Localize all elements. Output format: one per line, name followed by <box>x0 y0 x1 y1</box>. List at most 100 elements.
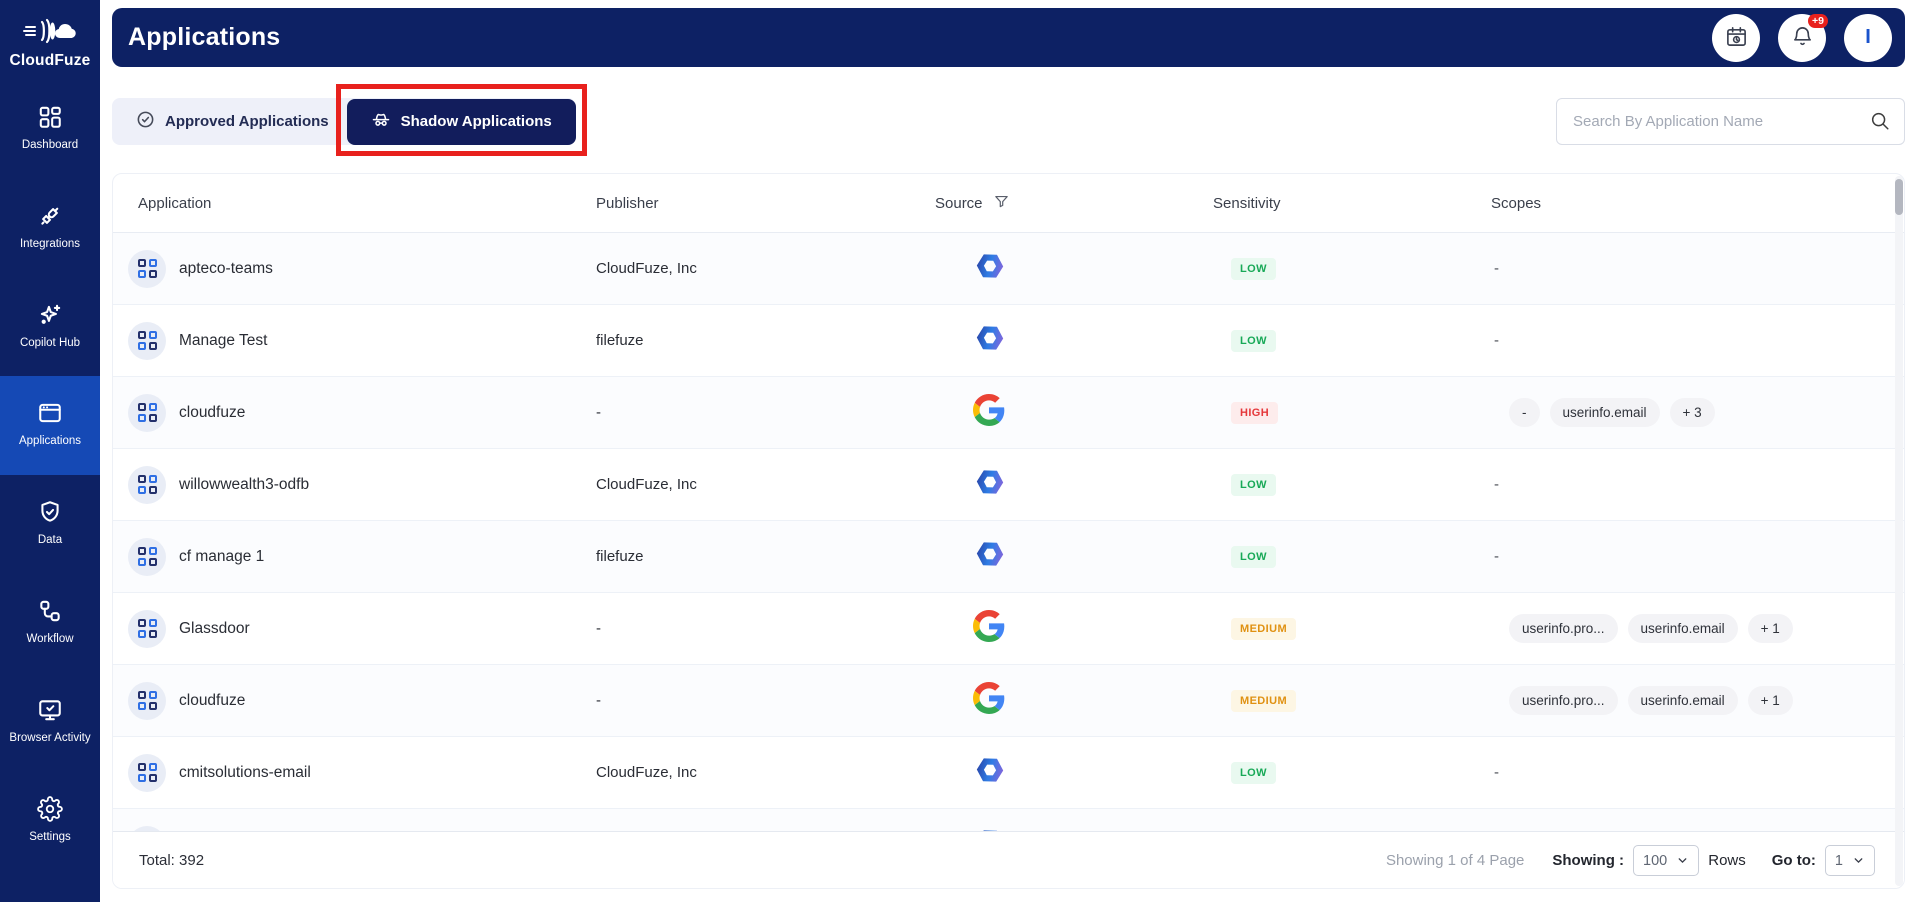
table-row[interactable]: cmitsolutions-email CloudFuze, Inc LOW - <box>113 737 1904 809</box>
tab-approved-applications[interactable]: Approved Applications <box>112 98 347 145</box>
scrollbar-thumb[interactable] <box>1895 179 1903 215</box>
application-name: cf manage 1 <box>179 547 265 565</box>
sidebar-item-browser-activity[interactable]: Browser Activity <box>0 673 100 772</box>
application-cell: willowwealth3-odfb <box>128 465 596 504</box>
table-scrollbar[interactable] <box>1895 176 1903 886</box>
table-header: Application Publisher Source Sensitivity… <box>113 174 1904 233</box>
application-cell: cloudfuze <box>128 393 596 432</box>
bell-icon <box>1791 25 1814 51</box>
application-name: cloudfuze <box>179 403 246 421</box>
calendar-button[interactable] <box>1712 13 1760 62</box>
sensitivity-badge: LOW <box>1231 761 1276 784</box>
goto-page-select[interactable]: 1 <box>1824 845 1875 876</box>
settings-icon <box>37 795 63 822</box>
rows-per-page-select[interactable]: 100 <box>1633 845 1700 876</box>
check-circle-icon <box>136 110 155 133</box>
application-name: cloudfuze <box>179 691 246 709</box>
table-row[interactable]: apteco-teams CloudFuze, Inc LOW - <box>113 233 1904 305</box>
applications-table: Application Publisher Source Sensitivity… <box>112 173 1905 889</box>
cloudfuze-logo[interactable]: CloudFuze <box>0 0 100 78</box>
publisher: filefuze <box>596 332 644 349</box>
sensitivity-badge: LOW <box>1231 473 1276 496</box>
col-sensitivity: Sensitivity <box>1213 194 1281 212</box>
app-grid-icon <box>128 609 166 648</box>
application-name: cmitsolutions-email <box>179 763 311 781</box>
scope-more-chip[interactable]: + 3 <box>1669 398 1715 427</box>
application-cell: cloudfuze <box>128 681 596 720</box>
sensitivity-badge: LOW <box>1231 545 1276 568</box>
sidebar-item-applications[interactable]: Applications <box>0 376 100 476</box>
tab-approved-label: Approved Applications <box>165 113 329 130</box>
scope-more-chip[interactable]: + 1 <box>1747 686 1793 715</box>
user-avatar[interactable]: I <box>1844 13 1892 62</box>
tab-shadow-label: Shadow Applications <box>400 113 552 130</box>
table-row[interactable] <box>113 809 1904 831</box>
toolbar: Approved Applications Shadow Application… <box>112 83 1905 156</box>
sensitivity-badge: MEDIUM <box>1231 617 1297 640</box>
sidebar-item-label: Copilot Hub <box>19 336 81 349</box>
showing-label: Showing : <box>1552 852 1625 869</box>
tab-shadow-applications[interactable]: Shadow Applications <box>346 98 576 145</box>
pagination: Showing 1 of 4 Page Showing : 100 Rows G… <box>1386 845 1884 876</box>
app-grid-icon <box>128 537 166 576</box>
sidebar-item-dashboard[interactable]: Dashboard <box>0 80 100 179</box>
table-row[interactable]: cf manage 1 filefuze LOW - <box>113 521 1904 593</box>
application-name: Manage Test <box>179 331 268 349</box>
microsoft-365-icon <box>973 321 1007 360</box>
app-grid-icon <box>128 321 166 360</box>
notifications-button[interactable]: +9 <box>1778 13 1828 62</box>
filter-funnel-icon[interactable] <box>993 193 1010 214</box>
sidebar-item-data[interactable]: Data <box>0 475 100 574</box>
scopes-empty: - <box>1494 763 1499 781</box>
google-icon <box>973 610 1005 647</box>
integrations-icon <box>37 203 63 229</box>
search-input[interactable] <box>1556 98 1905 145</box>
publisher: CloudFuze, Inc <box>596 764 697 781</box>
col-publisher: Publisher <box>596 194 659 212</box>
scopes-empty: - <box>1494 331 1499 349</box>
topbar-actions: +9 I <box>1712 13 1892 62</box>
app-grid-icon <box>128 753 166 792</box>
table-row[interactable]: cloudfuze - MEDIUM userinfo.pro... userinfo.… <box>113 665 1904 737</box>
sensitivity-badge: LOW <box>1231 329 1276 352</box>
tab-group: Approved Applications Shadow Application… <box>112 83 587 156</box>
sidebar-item-integrations[interactable]: Integrations <box>0 179 100 278</box>
search-icon[interactable] <box>1869 110 1891 137</box>
page-title: Applications <box>128 23 281 51</box>
copilot-hub-icon <box>37 302 63 328</box>
sensitivity-badge: HIGH <box>1231 401 1279 424</box>
scope-chip: userinfo.email <box>1627 614 1738 643</box>
table-row[interactable]: cloudfuze - HIGH - userinfo.email + 3 <box>113 377 1904 449</box>
sidebar-item-settings[interactable]: Settings <box>0 772 100 871</box>
scopes-empty: - <box>1494 259 1499 277</box>
table-row[interactable]: Glassdoor - MEDIUM userinfo.pro... userinfo.… <box>113 593 1904 665</box>
app-grid-icon <box>128 681 166 720</box>
applications-icon <box>37 400 63 426</box>
topbar: Applications <box>112 8 1905 67</box>
scope-more-chip[interactable]: + 1 <box>1747 614 1793 643</box>
application-cell: Manage Test <box>128 321 596 360</box>
sidebar-item-copilot-hub[interactable]: Copilot Hub <box>0 278 100 377</box>
search-box <box>1556 98 1905 145</box>
microsoft-365-icon <box>973 825 1007 831</box>
publisher: - <box>596 692 601 709</box>
table-row[interactable]: willowwealth3-odfb CloudFuze, Inc LOW - <box>113 449 1904 521</box>
scopes-chips: userinfo.pro... userinfo.email + 1 <box>1509 686 1904 715</box>
data-shield-icon <box>37 499 63 525</box>
sensitivity-badge: LOW <box>1231 257 1276 280</box>
microsoft-365-icon <box>973 465 1007 504</box>
google-icon <box>973 682 1005 719</box>
sidebar-item-label: Settings <box>29 830 71 843</box>
main-content: Applications <box>100 0 1918 902</box>
sidebar: CloudFuze Dashboard Integrations Copilot H… <box>0 0 100 902</box>
sidebar-item-workflow[interactable]: Workflow <box>0 574 100 673</box>
table-row[interactable]: Manage Test filefuze LOW - <box>113 305 1904 377</box>
dashboard-icon <box>37 104 63 130</box>
sidebar-item-label: Workflow <box>26 633 74 646</box>
sensitivity-badge: MEDIUM <box>1231 689 1297 712</box>
app-grid-icon <box>128 465 166 504</box>
microsoft-365-icon <box>973 537 1007 576</box>
table-body: apteco-teams CloudFuze, Inc LOW - Manage Tes… <box>113 233 1904 831</box>
goto-page-value: 1 <box>1834 852 1843 869</box>
google-icon <box>973 394 1005 431</box>
